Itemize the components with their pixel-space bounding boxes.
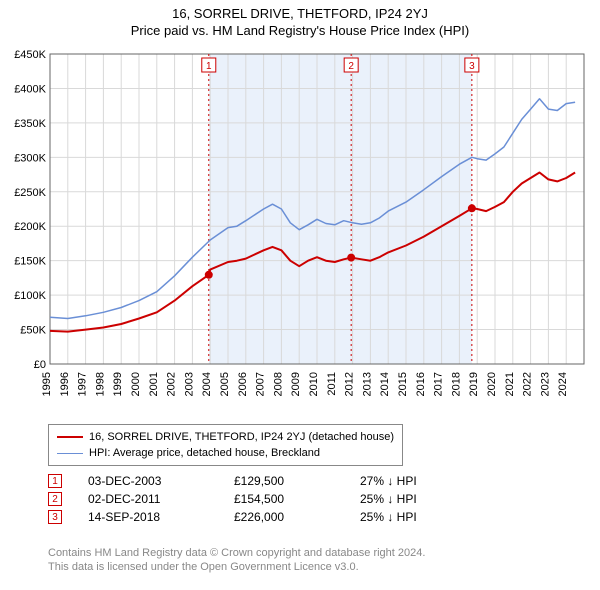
svg-text:1999: 1999	[112, 372, 124, 396]
event-price: £129,500	[234, 474, 334, 488]
event-price: £154,500	[234, 492, 334, 506]
svg-text:2011: 2011	[326, 372, 338, 396]
svg-text:£50K: £50K	[20, 325, 46, 337]
svg-text:2016: 2016	[415, 372, 427, 396]
event-hpi: 25% ↓ HPI	[360, 492, 470, 506]
svg-text:2002: 2002	[166, 372, 178, 396]
chart-area: £0 £50K £100K £150K £200K £250K £300K £350K £400…	[8, 48, 592, 418]
svg-text:2001: 2001	[148, 372, 160, 396]
events-table: 1 03-DEC-2003 £129,500 27% ↓ HPI 2 02-DE…	[48, 470, 470, 528]
svg-text:£400K: £400K	[14, 83, 46, 95]
svg-text:1998: 1998	[94, 372, 106, 396]
svg-text:2013: 2013	[361, 372, 373, 396]
svg-text:2009: 2009	[290, 372, 302, 396]
legend: 16, SORREL DRIVE, THETFORD, IP24 2YJ (de…	[48, 424, 403, 466]
svg-text:2022: 2022	[522, 372, 534, 396]
svg-text:2023: 2023	[539, 372, 551, 396]
event-marker-icon: 2	[48, 492, 62, 506]
svg-text:2: 2	[348, 61, 354, 72]
svg-text:£250K: £250K	[14, 187, 46, 199]
svg-text:2004: 2004	[201, 372, 213, 396]
chart-svg: £0 £50K £100K £150K £200K £250K £300K £350K £400…	[8, 48, 592, 418]
svg-text:2000: 2000	[130, 372, 142, 396]
event-hpi: 27% ↓ HPI	[360, 474, 470, 488]
svg-text:1: 1	[206, 61, 212, 72]
legend-row: 16, SORREL DRIVE, THETFORD, IP24 2YJ (de…	[57, 429, 394, 445]
svg-text:2017: 2017	[433, 372, 445, 396]
svg-text:3: 3	[469, 61, 475, 72]
svg-text:£0: £0	[34, 359, 46, 371]
svg-text:2020: 2020	[486, 372, 498, 396]
legend-row: HPI: Average price, detached house, Brec…	[57, 445, 394, 461]
svg-text:£300K: £300K	[14, 152, 46, 164]
event-date: 03-DEC-2003	[88, 474, 208, 488]
svg-text:2018: 2018	[450, 372, 462, 396]
page-title: 16, SORREL DRIVE, THETFORD, IP24 2YJ	[0, 0, 600, 21]
event-row: 3 14-SEP-2018 £226,000 25% ↓ HPI	[48, 510, 470, 524]
svg-text:2007: 2007	[255, 372, 267, 396]
svg-text:£200K: £200K	[14, 221, 46, 233]
svg-text:1995: 1995	[41, 372, 53, 396]
legend-label: HPI: Average price, detached house, Brec…	[89, 445, 320, 461]
attribution-line: Contains HM Land Registry data © Crown c…	[48, 546, 425, 560]
svg-text:2015: 2015	[397, 372, 409, 396]
page-subtitle: Price paid vs. HM Land Registry's House …	[0, 21, 600, 38]
svg-text:2008: 2008	[272, 372, 284, 396]
svg-text:2003: 2003	[183, 372, 195, 396]
event-date: 02-DEC-2011	[88, 492, 208, 506]
svg-text:2024: 2024	[557, 372, 569, 396]
event-price: £226,000	[234, 510, 334, 524]
svg-text:1996: 1996	[59, 372, 71, 396]
svg-text:2010: 2010	[308, 372, 320, 396]
event-marker-icon: 3	[48, 510, 62, 524]
svg-text:1997: 1997	[77, 372, 89, 396]
attribution-line: This data is licensed under the Open Gov…	[48, 560, 425, 574]
svg-text:£150K: £150K	[14, 256, 46, 268]
event-hpi: 25% ↓ HPI	[360, 510, 470, 524]
attribution: Contains HM Land Registry data © Crown c…	[48, 546, 425, 574]
svg-text:£350K: £350K	[14, 118, 46, 130]
svg-text:2014: 2014	[379, 372, 391, 396]
svg-text:2006: 2006	[237, 372, 249, 396]
svg-text:2005: 2005	[219, 372, 231, 396]
svg-text:£100K: £100K	[14, 290, 46, 302]
legend-swatch	[57, 436, 83, 438]
event-row: 2 02-DEC-2011 £154,500 25% ↓ HPI	[48, 492, 470, 506]
event-date: 14-SEP-2018	[88, 510, 208, 524]
svg-text:£450K: £450K	[14, 49, 46, 61]
event-marker-icon: 1	[48, 474, 62, 488]
event-row: 1 03-DEC-2003 £129,500 27% ↓ HPI	[48, 474, 470, 488]
legend-swatch	[57, 453, 83, 454]
svg-text:2021: 2021	[504, 372, 516, 396]
legend-label: 16, SORREL DRIVE, THETFORD, IP24 2YJ (de…	[89, 429, 394, 445]
svg-text:2012: 2012	[344, 372, 356, 396]
svg-text:2019: 2019	[468, 372, 480, 396]
